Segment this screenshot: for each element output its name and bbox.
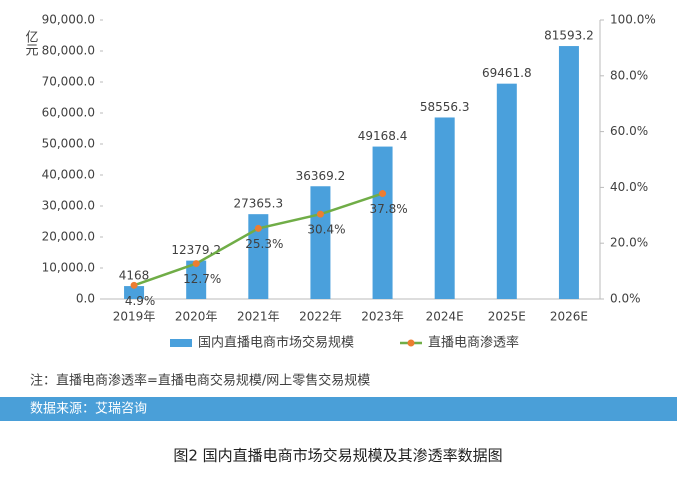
line-value-label: 30.4% — [307, 223, 345, 237]
y-tick-label: 90,000.0 — [42, 13, 95, 27]
line-marker — [316, 210, 324, 218]
x-tick-label: 2022年 — [299, 310, 342, 324]
bar-value-label: 4168 — [119, 269, 150, 283]
legend-swatch — [170, 339, 192, 347]
bar — [558, 46, 579, 299]
y-tick-label: 80,000.0 — [42, 44, 95, 58]
bar-value-label: 49168.4 — [358, 129, 408, 143]
bar-value-label: 69461.8 — [482, 66, 532, 80]
line-marker — [192, 260, 200, 268]
bar-value-label: 36369.2 — [296, 169, 346, 183]
y-tick-label: 10,000.0 — [42, 261, 95, 275]
line-marker — [130, 281, 138, 289]
y2-tick-label: 100.0% — [610, 13, 656, 27]
source: 数据来源：艾瑞咨询 — [30, 402, 147, 417]
line-value-label: 37.8% — [370, 202, 408, 216]
note: 注：直播电商渗透率=直播电商交易规模/网上零售交易规模 — [30, 373, 370, 389]
x-tick-label: 2019年 — [113, 310, 156, 324]
y-axis-label: 亿元 — [23, 30, 39, 57]
y-tick-label: 50,000.0 — [42, 137, 95, 151]
y-tick-label: 40,000.0 — [42, 168, 95, 182]
x-tick-label: 2023年 — [361, 310, 404, 324]
x-tick-label: 2026E — [550, 310, 588, 324]
bar-value-label: 27365.3 — [234, 197, 284, 211]
line-marker — [254, 224, 262, 232]
y-tick-label: 70,000.0 — [42, 75, 95, 89]
y2-tick-label: 80.0% — [610, 68, 648, 82]
line-value-label: 12.7% — [183, 272, 221, 286]
bar — [496, 83, 517, 299]
bar — [310, 186, 331, 299]
bar — [434, 117, 455, 300]
bar — [372, 146, 393, 299]
y-tick-label: 60,000.0 — [42, 106, 95, 120]
y2-tick-label: 20.0% — [610, 236, 648, 250]
caption: 图2 国内直播电商市场交易规模及其渗透率数据图 — [173, 447, 502, 465]
legend-label: 直播电商渗透率 — [428, 335, 519, 351]
x-tick-label: 2021年 — [237, 310, 280, 324]
y-tick-label: 0.0 — [76, 292, 95, 306]
bar — [186, 260, 207, 299]
bar — [248, 214, 269, 299]
bar-value-label: 58556.3 — [420, 100, 470, 114]
y2-tick-label: 0.0% — [610, 292, 641, 306]
bar — [124, 286, 145, 299]
y2-tick-label: 60.0% — [610, 124, 648, 138]
y-tick-label: 20,000.0 — [42, 230, 95, 244]
y-tick-label: 30,000.0 — [42, 199, 95, 213]
y2-tick-label: 40.0% — [610, 180, 648, 194]
line-value-label: 4.9% — [125, 294, 156, 308]
x-tick-label: 2025E — [488, 310, 526, 324]
x-tick-label: 2024E — [426, 310, 464, 324]
source-band — [0, 397, 677, 421]
line-marker — [379, 190, 387, 198]
legend-label: 国内直播电商市场交易规模 — [198, 335, 354, 351]
bar-value-label: 12379.2 — [171, 243, 221, 257]
line-value-label: 25.3% — [245, 237, 283, 251]
bar-value-label: 81593.2 — [544, 29, 594, 43]
legend-marker — [407, 339, 415, 347]
x-tick-label: 2020年 — [175, 310, 218, 324]
